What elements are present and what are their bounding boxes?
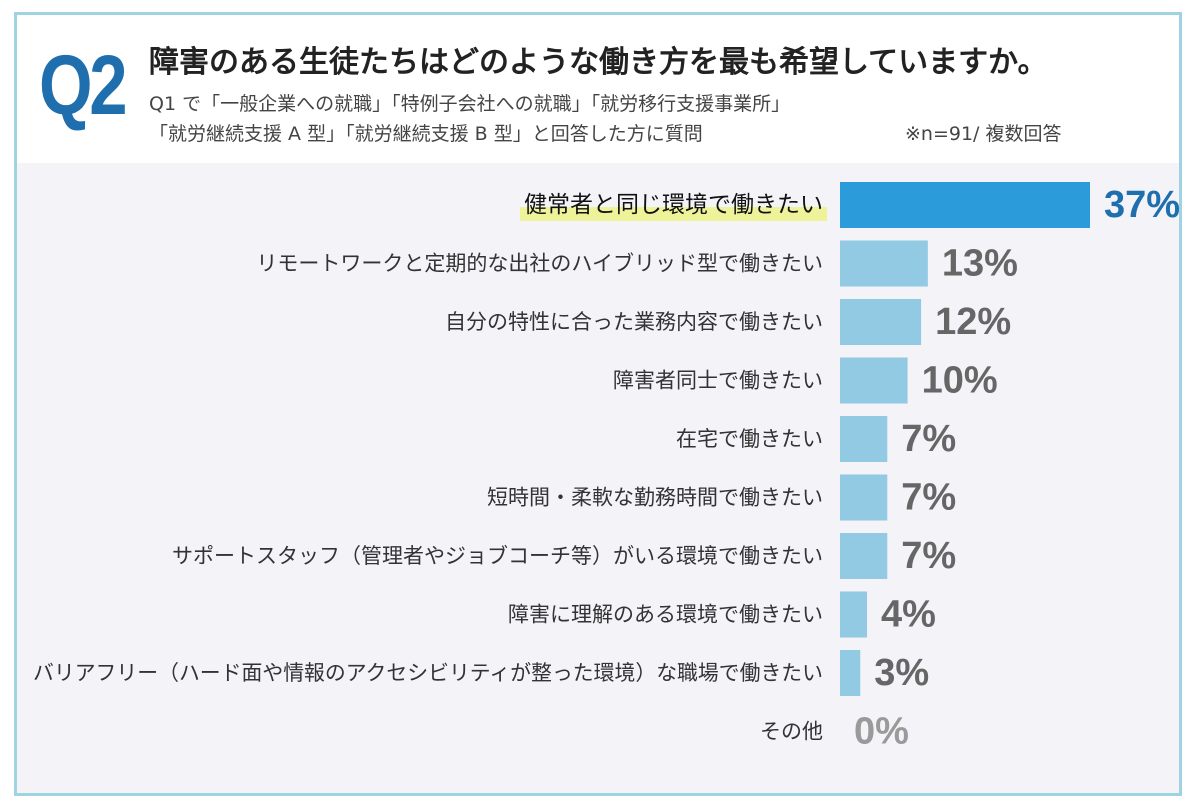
bar bbox=[840, 299, 922, 345]
value-label: 7% bbox=[901, 477, 956, 519]
value-label: 7% bbox=[901, 535, 956, 577]
category-label: 健常者と同じ環境で働きたい bbox=[524, 192, 823, 218]
category-label: サポートスタッフ（管理者やジョブコーチ等）がいる環境で働きたい bbox=[172, 544, 823, 568]
bar bbox=[840, 474, 888, 521]
bar bbox=[840, 182, 1090, 228]
bar bbox=[840, 240, 928, 287]
sample-note: ※n=91/ 複数回答 bbox=[905, 123, 1062, 145]
value-label: 0% bbox=[854, 711, 909, 753]
infographic-frame: Q2 障害のある生徒たちはどのような働き方を最も希望していますか。 Q1 で「一… bbox=[14, 12, 1182, 796]
category-label: リモートワークと定期的な出社のハイブリッド型で働きたい bbox=[256, 252, 823, 276]
bar bbox=[840, 650, 861, 696]
category-label: その他 bbox=[760, 720, 823, 744]
question-subtitle-line2: 「就労継続支援 A 型」「就労継続支援 B 型」と回答した方に質問 bbox=[149, 123, 703, 145]
bar bbox=[840, 533, 888, 579]
question-number: Q2 bbox=[39, 38, 128, 132]
bar bbox=[840, 357, 908, 404]
value-label: 3% bbox=[874, 652, 929, 694]
bar bbox=[840, 416, 888, 462]
value-label: 37% bbox=[1104, 184, 1179, 226]
category-label: 短時間・柔軟な勤務時間で働きたい bbox=[487, 486, 823, 510]
bar bbox=[840, 591, 868, 638]
value-label: 12% bbox=[935, 301, 1011, 343]
category-highlight bbox=[520, 207, 827, 221]
category-label: 在宅で働きたい bbox=[676, 427, 823, 451]
value-label: 13% bbox=[942, 243, 1018, 285]
category-label: 障害に理解のある環境で働きたい bbox=[508, 603, 823, 627]
category-label: 自分の特性に合った業務内容で働きたい bbox=[445, 310, 823, 334]
question-subtitle-line1: Q1 で「一般企業への就職」「特例子会社への就職」「就労移行支援事業所」 bbox=[149, 93, 791, 115]
value-label: 10% bbox=[922, 360, 998, 402]
category-label: バリアフリー（ハード面や情報のアクセシビリティが整った環境）な職場で働きたい bbox=[33, 661, 823, 685]
value-label: 7% bbox=[901, 418, 956, 460]
question-title: 障害のある生徒たちはどのような働き方を最も希望していますか。 bbox=[149, 45, 1048, 80]
value-label: 4% bbox=[881, 594, 936, 636]
chart-panel: 健常者と同じ環境で働きたい 37% リモートワークと定期的な出社のハイブリッド型で働… bbox=[17, 163, 1179, 793]
category-label: 障害者同士で働きたい bbox=[613, 369, 823, 393]
bar-chart: 健常者と同じ環境で働きたい 37% リモートワークと定期的な出社のハイブリッド型で働… bbox=[33, 182, 1179, 753]
